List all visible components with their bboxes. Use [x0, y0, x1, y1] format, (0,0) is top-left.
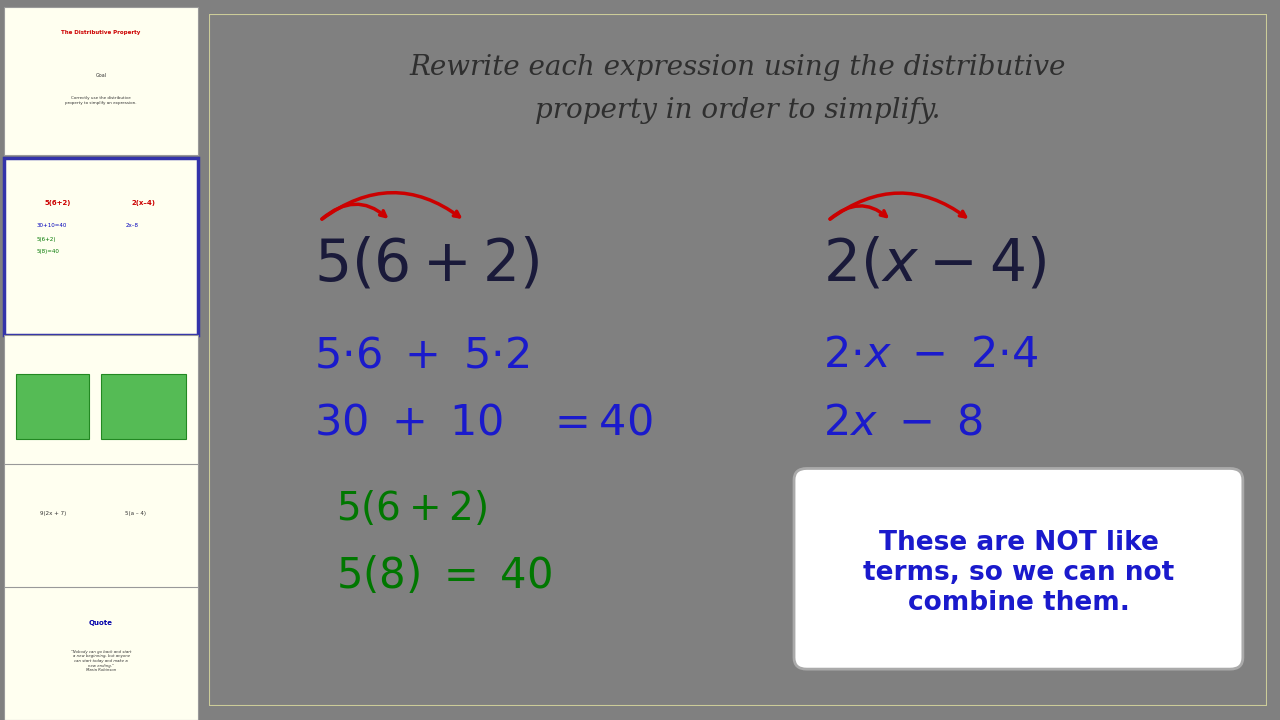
Polygon shape	[897, 473, 960, 495]
Text: These are NOT like
terms, so we can not
combine them.: These are NOT like terms, so we can not …	[863, 530, 1174, 616]
Text: 5(6+2): 5(6+2)	[45, 200, 70, 206]
Text: $5(6+2)$: $5(6+2)$	[315, 235, 540, 292]
Text: 5(8)=40: 5(8)=40	[36, 249, 59, 254]
Text: 9(2x + 7): 9(2x + 7)	[41, 510, 67, 516]
FancyBboxPatch shape	[4, 464, 198, 590]
Text: $5{\cdot}6\ +\ 5{\cdot}2$: $5{\cdot}6\ +\ 5{\cdot}2$	[315, 334, 530, 376]
FancyBboxPatch shape	[4, 587, 198, 720]
Text: 2x–8: 2x–8	[125, 222, 138, 228]
Text: $2{\cdot}x\ -\ 2{\cdot}4$: $2{\cdot}x\ -\ 2{\cdot}4$	[823, 334, 1038, 376]
Text: Quote: Quote	[90, 620, 113, 626]
Text: "Nobody can go back and start
a new beginning, but anyone
can start today and ma: "Nobody can go back and start a new begi…	[70, 649, 132, 672]
Text: $2x\ -\ 8$: $2x\ -\ 8$	[823, 401, 983, 444]
FancyBboxPatch shape	[101, 374, 186, 439]
FancyBboxPatch shape	[4, 335, 198, 468]
Text: Rewrite each expression using the distributive: Rewrite each expression using the distri…	[410, 54, 1066, 81]
Text: $5(8)\ =\ 40$: $5(8)\ =\ 40$	[335, 555, 552, 597]
Text: $2(x-4)$: $2(x-4)$	[823, 235, 1046, 292]
Text: 30+10=40: 30+10=40	[36, 222, 67, 228]
Text: Correctly use the distributive
property to simplify an expression.: Correctly use the distributive property …	[65, 96, 137, 105]
FancyBboxPatch shape	[4, 158, 198, 335]
FancyBboxPatch shape	[17, 374, 90, 439]
Text: 5(a – 4): 5(a – 4)	[125, 510, 146, 516]
Text: $30\ +\ 10\ \ \ =40$: $30\ +\ 10\ \ \ =40$	[315, 401, 653, 444]
FancyBboxPatch shape	[4, 7, 198, 155]
Text: property in order to simplify.: property in order to simplify.	[535, 97, 941, 124]
Text: $5(6+2)$: $5(6+2)$	[335, 490, 486, 528]
FancyBboxPatch shape	[794, 469, 1243, 669]
Text: Goal: Goal	[96, 73, 106, 78]
Text: 2(x–4): 2(x–4)	[132, 200, 155, 206]
Text: The Distributive Property: The Distributive Property	[61, 30, 141, 35]
Text: 5(6+2): 5(6+2)	[36, 237, 56, 242]
